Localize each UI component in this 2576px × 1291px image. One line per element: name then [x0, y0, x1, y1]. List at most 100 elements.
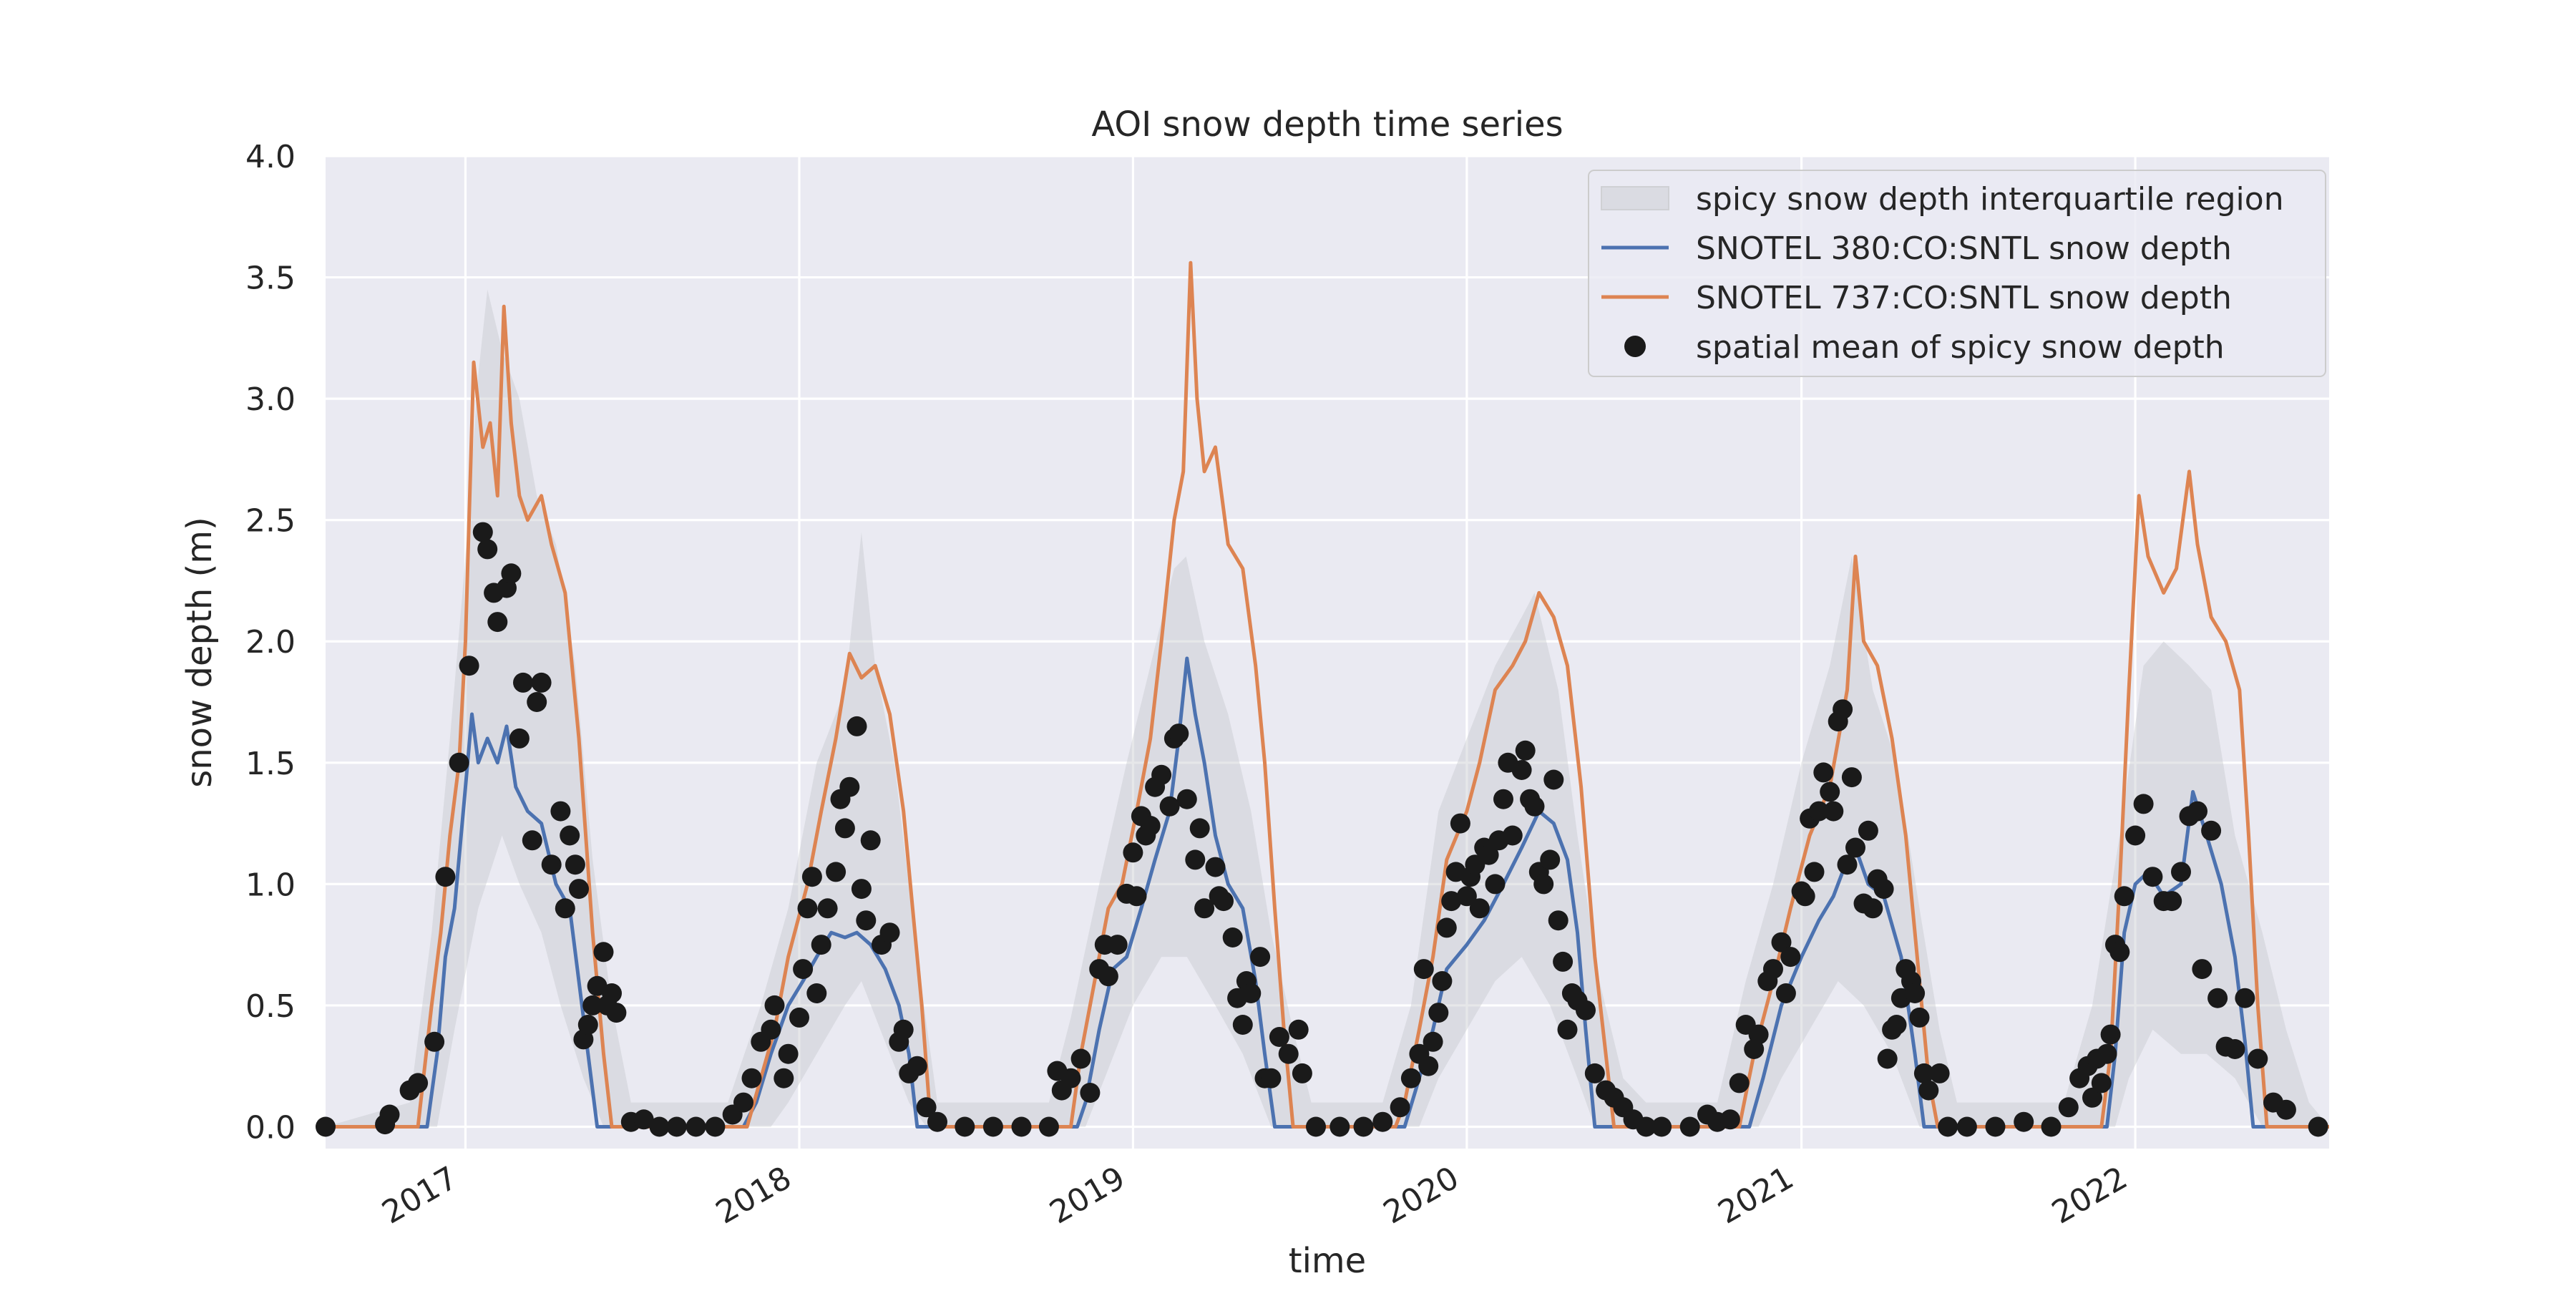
spatial-mean-point: [1524, 796, 1545, 817]
y-tick-label: 2.0: [245, 624, 296, 661]
spatial-mean-point: [1956, 1116, 1977, 1137]
spatial-mean-point: [1820, 781, 1840, 802]
spatial-mean-point: [513, 672, 533, 693]
spatial-mean-point: [789, 1007, 809, 1028]
spatial-mean-point: [2142, 867, 2163, 887]
spatial-mean-point: [1232, 1015, 1253, 1035]
spatial-mean-point: [560, 825, 580, 846]
spatial-mean-point: [408, 1073, 429, 1093]
spatial-mean-point: [1269, 1027, 1289, 1047]
spatial-mean-point: [531, 672, 552, 693]
spatial-mean-point: [1222, 927, 1243, 947]
x-tick-label: 2018: [710, 1159, 797, 1231]
spatial-mean-point: [1775, 983, 1796, 1003]
spatial-mean-point: [1905, 983, 1926, 1003]
spatial-mean-point: [2097, 1043, 2117, 1064]
spatial-mean-point: [2308, 1116, 2328, 1137]
spatial-mean-point: [2109, 942, 2130, 963]
spatial-mean-point: [593, 942, 614, 963]
spatial-mean-point: [1729, 1073, 1750, 1093]
spatial-mean-point: [1107, 935, 1128, 955]
spatial-mean-point: [2114, 886, 2135, 907]
y-tick-labels: 0.0 0.5 1.0 1.5 2.0 2.5 3.0 3.5 4.0: [245, 139, 296, 1146]
y-axis-label: snow depth (m): [180, 517, 220, 788]
spatial-mean-point: [1400, 1068, 1421, 1088]
spatial-mean-point: [1808, 801, 1829, 822]
legend-band-swatch: [1601, 186, 1669, 210]
spatial-mean-point: [1306, 1116, 1326, 1137]
spatial-mean-point: [435, 867, 456, 887]
x-tick-label: 2020: [1377, 1159, 1465, 1231]
spatial-mean-point: [555, 898, 575, 919]
y-tick-label: 4.0: [245, 139, 296, 175]
spatial-mean-point: [1533, 874, 1554, 895]
spatial-mean-point: [1070, 1048, 1091, 1069]
spatial-mean-point: [686, 1116, 706, 1137]
spatial-mean-point: [1543, 769, 1564, 790]
spatial-mean-point: [2248, 1048, 2268, 1069]
spatial-mean-point: [1804, 862, 1825, 882]
x-tick-labels: 2017 2018 2019 2020 2021 2022: [376, 1159, 2134, 1231]
y-tick-label: 1.0: [245, 867, 296, 903]
spatial-mean-point: [1877, 1048, 1898, 1069]
spatial-mean-point: [477, 539, 498, 560]
spatial-mean-point: [1126, 886, 1147, 907]
spatial-mean-point: [1515, 740, 1536, 761]
spatial-mean-point: [582, 995, 603, 1015]
spatial-mean-point: [1502, 825, 1523, 846]
spatial-mean-point: [1151, 764, 1172, 785]
spatial-mean-point: [1636, 1116, 1657, 1137]
spatial-mean-point: [1780, 947, 1801, 968]
spatial-mean-point: [2207, 988, 2228, 1008]
spatial-mean-point: [1553, 951, 1574, 972]
spatial-mean-point: [1292, 1063, 1312, 1083]
spatial-mean-point: [2187, 801, 2207, 822]
y-tick-label: 2.5: [245, 503, 296, 540]
legend-label: spatial mean of spicy snow depth: [1696, 329, 2225, 366]
spatial-mean-point: [2133, 794, 2154, 814]
spatial-mean-point: [1185, 849, 1206, 870]
spatial-mean-point: [982, 1116, 1003, 1137]
spatial-mean-point: [1557, 1019, 1578, 1040]
spatial-mean-point: [1845, 837, 1865, 858]
spatial-mean-point: [733, 1092, 753, 1113]
spatial-mean-point: [1123, 842, 1143, 863]
spatial-mean-point: [1441, 891, 1462, 912]
spatial-mean-point: [541, 854, 562, 875]
spatial-mean-point: [1390, 1097, 1410, 1118]
spatial-mean-point: [509, 728, 530, 749]
spatial-mean-point: [893, 1019, 914, 1040]
spatial-mean-point: [649, 1116, 670, 1137]
spatial-mean-point: [1863, 898, 1883, 919]
spatial-mean-point: [550, 801, 571, 822]
spatial-mean-point: [1493, 789, 1513, 809]
spatial-mean-point: [811, 935, 831, 955]
spatial-mean-point: [1985, 1116, 2006, 1137]
spatial-mean-point: [1763, 959, 1783, 980]
spatial-mean-point: [1540, 849, 1561, 870]
chart-title: AOI snow depth time series: [1091, 104, 1563, 145]
x-tick-label: 2021: [1712, 1159, 1800, 1231]
y-tick-label: 1.5: [245, 746, 296, 782]
spatial-mean-point: [1098, 966, 1118, 987]
spatial-mean-point: [1330, 1116, 1350, 1137]
spatial-mean-point: [633, 1109, 654, 1130]
spatial-mean-point: [501, 563, 522, 584]
spatial-mean-point: [666, 1116, 687, 1137]
spatial-mean-point: [1428, 1003, 1449, 1023]
y-tick-label: 3.5: [245, 260, 296, 297]
y-tick-label: 3.0: [245, 381, 296, 418]
spatial-mean-point: [1250, 947, 1271, 968]
spatial-mean-point: [569, 879, 589, 900]
spatial-mean-point: [1432, 971, 1453, 991]
spatial-mean-point: [1436, 917, 1457, 938]
spatial-mean-point: [860, 830, 881, 851]
spatial-mean-point: [778, 1043, 799, 1064]
spatial-mean-point: [1372, 1111, 1393, 1132]
spatial-mean-point: [1679, 1116, 1700, 1137]
x-tick-label: 2019: [1043, 1159, 1131, 1231]
spatial-mean-point: [487, 612, 508, 633]
spatial-mean-point: [797, 898, 818, 919]
spatial-mean-point: [1353, 1116, 1374, 1137]
